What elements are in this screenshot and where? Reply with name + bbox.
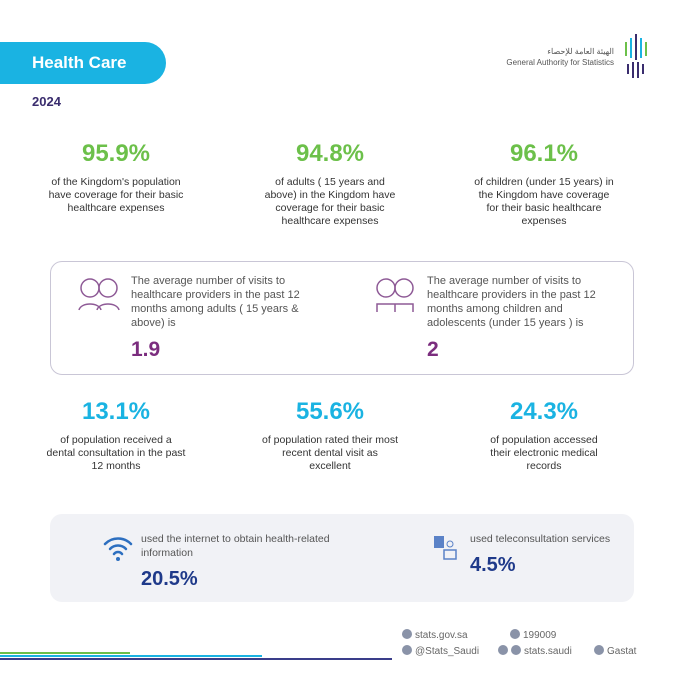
stat-text: of children (under 15 years) in the King… xyxy=(474,176,614,227)
visits-panel: The average number of visits to healthca… xyxy=(50,261,634,375)
stat-text: of population rated their most recent de… xyxy=(262,434,398,472)
org-name-en: General Authority for Statistics xyxy=(506,58,614,67)
visits-text: The average number of visits to healthca… xyxy=(427,275,596,329)
facebook-icon xyxy=(511,645,521,655)
coverage-stat-adults: 94.8% of adults ( 15 years and above) in… xyxy=(240,140,420,228)
decor-line-green xyxy=(0,652,130,654)
linkedin-link[interactable]: Gastat xyxy=(594,645,636,657)
page-title: Health Care xyxy=(0,42,166,84)
stat-text: of the Kingdom's population have coverag… xyxy=(48,176,184,214)
org-name-ar: الهيئة العامة للإحصاء xyxy=(547,47,614,56)
visits-value: 2 xyxy=(427,338,439,361)
gastat-logo-icon xyxy=(625,34,647,78)
footer-contacts: stats.gov.sa 199009 @Stats_Saudi stats.sau… xyxy=(402,628,636,660)
digital-value: 20.5% xyxy=(141,568,198,590)
stat-value: 94.8% xyxy=(295,140,365,167)
stat-text: of population received a dental consulta… xyxy=(46,434,186,472)
digital-panel: used the internet to obtain health-relat… xyxy=(50,514,634,602)
digital-text: used the internet to obtain health-relat… xyxy=(141,533,330,559)
social-link[interactable]: stats.saudi xyxy=(498,644,594,660)
gastat-logo: الهيئة العامة للإحصاء General Authority … xyxy=(506,34,652,80)
dental-stat-records: 24.3% of population accessed their elect… xyxy=(454,398,634,473)
x-link[interactable]: @Stats_Saudi xyxy=(402,644,498,660)
children-icon xyxy=(376,278,414,312)
phone-number: 199009 xyxy=(510,629,556,641)
adults-icon xyxy=(78,278,120,311)
visits-text: The average number of visits to healthca… xyxy=(131,275,300,329)
decor-line-navy xyxy=(0,658,392,660)
digital-internet: used the internet to obtain health-relat… xyxy=(141,532,341,591)
dental-stat-rating: 55.6% of population rated their most rec… xyxy=(240,398,420,473)
digital-teleconsultation: used teleconsultation services 4.5% xyxy=(470,532,630,577)
stat-value: 13.1% xyxy=(81,398,151,425)
visits-value: 1.9 xyxy=(131,338,161,361)
stat-value: 95.9% xyxy=(81,140,151,167)
teleconsultation-icon xyxy=(434,536,457,560)
year-label: 2024 xyxy=(32,94,61,109)
website-link[interactable]: stats.gov.sa xyxy=(402,628,510,644)
decor-line-cyan xyxy=(0,655,262,657)
coverage-stat-children: 96.1% of children (under 15 years) in th… xyxy=(454,140,634,228)
linkedin-icon xyxy=(594,645,604,655)
wifi-icon xyxy=(103,537,133,561)
visits-children: The average number of visits to healthca… xyxy=(373,274,607,362)
stat-text: of adults ( 15 years and above) in the K… xyxy=(264,176,396,227)
x-icon xyxy=(402,645,412,655)
visits-adults: The average number of visits to healthca… xyxy=(77,274,311,362)
dental-stat-consultation: 13.1% of population received a dental co… xyxy=(26,398,206,473)
stat-value: 55.6% xyxy=(295,398,365,425)
stat-value: 96.1% xyxy=(509,140,579,167)
digital-text: used teleconsultation services xyxy=(470,533,611,545)
globe-icon xyxy=(402,629,412,639)
stat-text: of population accessed their electronic … xyxy=(490,434,598,472)
phone-icon xyxy=(510,629,520,639)
stat-value: 24.3% xyxy=(509,398,579,425)
instagram-icon xyxy=(498,645,508,655)
digital-value: 4.5% xyxy=(470,554,516,576)
coverage-stat-population: 95.9% of the Kingdom's population have c… xyxy=(26,140,206,215)
